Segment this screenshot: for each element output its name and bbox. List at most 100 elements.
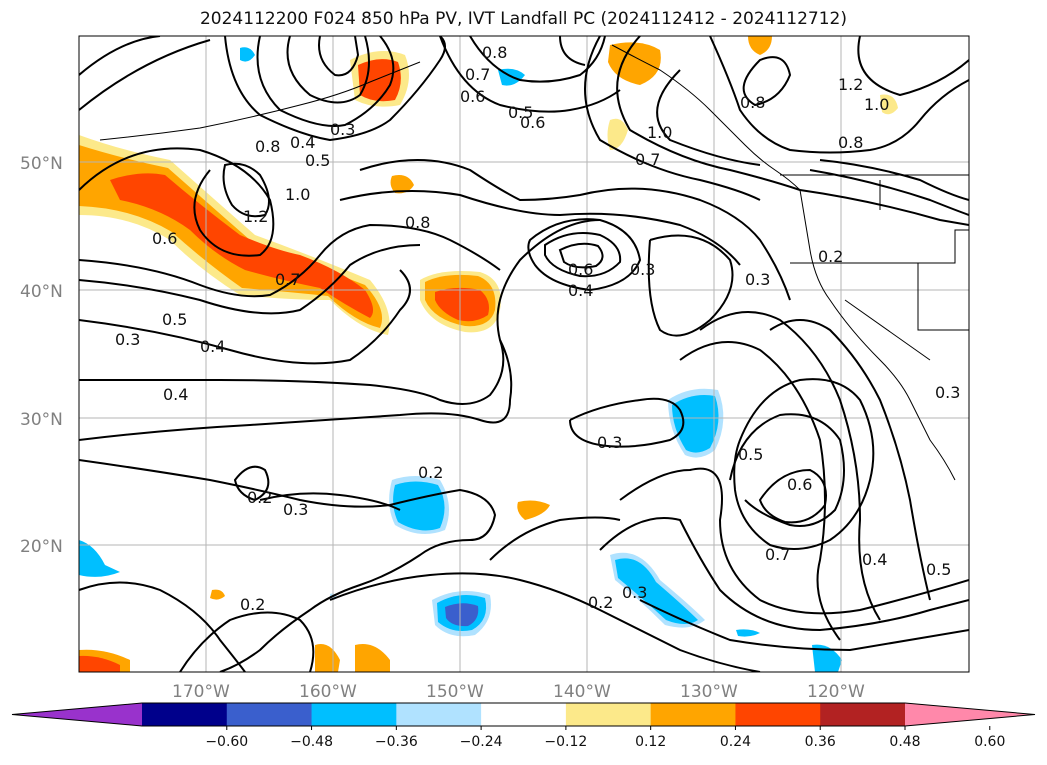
contour-label: 0.3 — [597, 433, 622, 452]
contour-label: 0.2 — [588, 593, 613, 612]
colorbar-segment — [650, 703, 736, 726]
contour-label: 0.7 — [465, 65, 490, 84]
colorbar-tick-label: 0.12 — [635, 734, 666, 750]
shaded-region-blue-small — [736, 629, 760, 637]
contour-label: 1.0 — [285, 185, 310, 204]
shaded-region-blob-150w-core — [435, 287, 489, 322]
contour-label: 0.8 — [838, 133, 863, 152]
contour-label: 0.3 — [115, 330, 140, 349]
contour-label: 0.6 — [460, 87, 485, 106]
colorbar-segment — [396, 703, 482, 726]
lat-label-30n: 30°N — [20, 410, 63, 430]
contour-label: 0.8 — [482, 43, 507, 62]
shaded-region-small-1 — [607, 118, 628, 150]
colorbar-segment — [311, 703, 397, 726]
contour-label: 0.4 — [163, 385, 188, 404]
colorbar-segment — [565, 703, 652, 726]
shaded-region-small-3 — [880, 94, 898, 115]
latitude-labels: 50°N 40°N 30°N 20°N — [20, 154, 63, 557]
contour-label: 0.4 — [290, 133, 315, 152]
shaded-region-small-2 — [390, 175, 414, 194]
contour-label: 0.2 — [240, 595, 265, 614]
contour-label: 0.6 — [787, 475, 812, 494]
lon-label-130w: 130°W — [680, 682, 738, 702]
lon-label-150w: 150°W — [426, 682, 484, 702]
map-title: 2024112200 F024 850 hPa PV, IVT Landfall… — [199, 9, 847, 29]
contour-label: 0.4 — [200, 337, 225, 356]
contour-label: 0.7 — [275, 270, 300, 289]
coastlines — [99, 44, 969, 481]
contour-labels: 0.8 0.7 0.6 0.5 0.6 0.3 0.4 0.5 0.8 1.0 … — [115, 43, 960, 614]
contour-label: 0.6 — [152, 229, 177, 248]
contour-label: 0.4 — [862, 550, 887, 569]
plot-area — [79, 36, 969, 672]
contour-label: 0.6 — [520, 113, 545, 132]
contour-label: 1.0 — [647, 123, 672, 142]
lat-label-20n: 20°N — [20, 537, 63, 557]
lon-label-120w: 120°W — [807, 682, 865, 702]
contour-label: 0.3 — [330, 120, 355, 139]
colorbar-extend-low — [12, 703, 142, 726]
contour-label: 0.3 — [622, 583, 647, 602]
lon-label-140w: 140°W — [553, 682, 611, 702]
contour-label: 0.2 — [418, 463, 443, 482]
shaded-region-blue-right — [812, 644, 842, 672]
shaded-region-alaska — [608, 42, 661, 85]
contour-label: 0.3 — [283, 500, 308, 519]
lat-label-50n: 50°N — [20, 154, 63, 174]
colorbar-segment — [820, 703, 906, 726]
contour-label: 0.7 — [765, 545, 790, 564]
shaded-region-blue-top2 — [240, 47, 255, 62]
colorbar-segment — [481, 703, 567, 726]
colorbar: −0.60 −0.48 −0.36 −0.24 −0.12 0.12 0.24 0.36 0.4… — [11, 702, 1036, 750]
contour-label: 1.2 — [243, 207, 268, 226]
contour-label: 0.5 — [926, 560, 951, 579]
contour-label: 0.3 — [630, 260, 655, 279]
colorbar-segment — [142, 703, 228, 726]
colorbar-tick-label: −0.36 — [375, 734, 418, 750]
colorbar-tick-label: 0.48 — [889, 734, 920, 750]
shaded-region-bottom-mid-2 — [355, 644, 390, 672]
lon-label-170w: 170°W — [172, 682, 230, 702]
contour-label: 0.2 — [247, 488, 272, 507]
contour-label: 0.7 — [635, 150, 660, 169]
shaded-region-top-right — [748, 36, 772, 55]
contour-label: 0.8 — [740, 93, 765, 112]
graticule — [79, 36, 969, 672]
colorbar-tick-label: −0.24 — [460, 734, 503, 750]
shaded-region-blue-18n-135w-core — [615, 558, 698, 624]
shaded-region-blue-30n-133w-core — [672, 395, 719, 453]
colorbar-outline — [11, 702, 1036, 727]
shaded-region-small-5 — [210, 589, 225, 600]
lon-label-160w: 160°W — [299, 682, 357, 702]
contour-label: 1.2 — [838, 75, 863, 94]
contour-label: 0.3 — [935, 383, 960, 402]
contour-label: 0.6 — [568, 260, 593, 279]
shaded-region-small-4 — [517, 500, 550, 520]
colorbar-tick-label: −0.48 — [290, 734, 333, 750]
contour-label: 1.0 — [864, 95, 889, 114]
shaded-region-blue-left — [79, 540, 120, 577]
contour-label: 0.3 — [745, 270, 770, 289]
contour-label: 0.8 — [405, 213, 430, 232]
shaded-regions — [79, 36, 898, 672]
plot-border — [78, 35, 970, 673]
colorbar-tick-label: −0.60 — [205, 734, 248, 750]
lat-label-40n: 40°N — [20, 282, 63, 302]
contour-label: 0.5 — [508, 103, 533, 122]
contour-label: 0.5 — [738, 445, 763, 464]
shaded-region-blue-20n-155w-core — [393, 481, 445, 531]
contour-label: 0.2 — [818, 247, 843, 266]
longitude-labels: 170°W 160°W 150°W 140°W 130°W 120°W — [172, 682, 865, 702]
contour-lines — [79, 36, 969, 672]
colorbar-tick-label: 0.60 — [974, 734, 1005, 750]
contour-label: 0.8 — [255, 137, 280, 156]
colorbar-tick-label: −0.12 — [544, 734, 587, 750]
colorbar-tick-label: 0.24 — [720, 734, 751, 750]
shaded-region-bottom-left-core — [79, 655, 120, 672]
shaded-region-bottom-mid-1 — [315, 644, 340, 672]
colorbar-segment — [735, 703, 821, 726]
contour-label: 0.5 — [162, 310, 187, 329]
shaded-region-blue-15n-150w-core — [445, 603, 479, 627]
